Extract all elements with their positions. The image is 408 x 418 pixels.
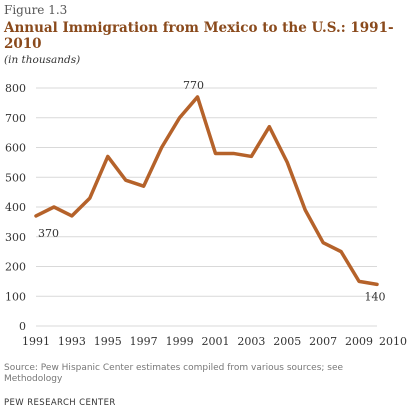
x-tick-label: 1993 (58, 335, 86, 348)
y-tick-label: 700 (5, 112, 26, 125)
y-tick-label: 800 (5, 82, 26, 95)
y-tick-label: 0 (19, 320, 26, 333)
y-tick-label: 200 (5, 261, 26, 274)
y-tick-label: 400 (5, 201, 26, 214)
x-tick-label: 1995 (94, 335, 122, 348)
series-line (34, 95, 379, 287)
line-chart: 0 100 200 300 400 500 600 700 800 1991 1993 1995 199… (5, 79, 407, 348)
data-label: 370 (38, 227, 59, 240)
x-tick-label: 2005 (273, 335, 301, 348)
x-tick-label: 2003 (237, 335, 265, 348)
x-tick-label: 2009 (345, 335, 373, 348)
data-label: 770 (183, 79, 204, 92)
y-tick-label: 300 (5, 231, 26, 244)
y-tick-label: 600 (5, 142, 26, 155)
y-tick-label: 100 (5, 290, 26, 303)
x-tick-label: 1999 (166, 335, 194, 348)
x-tick-label: 1991 (22, 335, 50, 348)
y-tick-label: 500 (5, 171, 26, 184)
x-tick-label: 2007 (309, 335, 337, 348)
x-tick-label: 1997 (130, 335, 158, 348)
figure-label: Figure 1.3 (4, 3, 68, 17)
x-tick-label: 2010 (379, 335, 407, 348)
x-tick-label: 2001 (201, 335, 229, 348)
chart-subtitle: (in thousands) (4, 54, 81, 66)
organization-name: PEW RESEARCH CENTER (4, 398, 116, 408)
data-label: 140 (365, 290, 386, 303)
source-note: Source: Pew Hispanic Center estimates co… (4, 363, 344, 384)
chart-title: Annual Immigration from Mexico to the U.… (4, 20, 394, 52)
